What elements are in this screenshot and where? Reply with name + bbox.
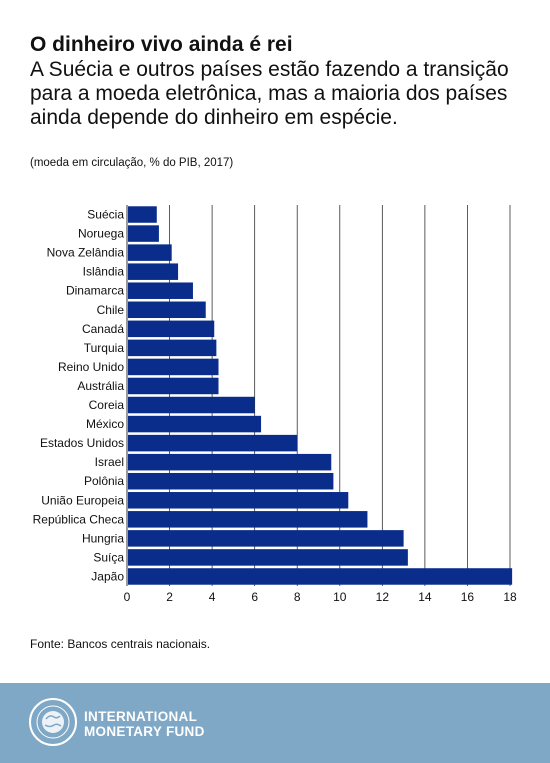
bar	[128, 530, 404, 547]
bar	[128, 472, 334, 490]
bar	[128, 434, 298, 452]
x-tick-label: 4	[209, 590, 216, 604]
category-label: Noruega	[78, 227, 124, 241]
category-label: Turquia	[84, 341, 125, 355]
org-name-line1: INTERNATIONAL	[84, 709, 198, 724]
bar	[128, 206, 157, 223]
category-label: Estados Unidos	[40, 436, 124, 450]
bar	[128, 225, 159, 242]
bar-chart: Suécia Noruega Nova Zelândia Islândia Dinama…	[33, 205, 517, 604]
chart-title: O dinheiro vivo ainda é rei	[30, 33, 293, 56]
category-label: Coreia	[89, 398, 125, 412]
bar	[128, 339, 217, 357]
category-label: Polônia	[84, 474, 124, 488]
category-label: Suíça	[93, 550, 124, 564]
category-label: Japão	[91, 569, 124, 583]
chart-note: (moeda em circulação, % do PIB, 2017)	[30, 157, 234, 169]
bar	[128, 549, 408, 566]
category-label: Reino Unido	[58, 360, 124, 374]
imf-wordmark: INTERNATIONAL MONETARY FUND	[84, 709, 205, 739]
category-label: Israel	[95, 455, 124, 469]
bar	[128, 453, 332, 471]
org-name-line2: MONETARY FUND	[84, 724, 205, 739]
category-label: Hungria	[82, 531, 124, 545]
category-label: República Checa	[33, 512, 125, 526]
x-tick-label: 14	[418, 590, 432, 604]
category-label: Islândia	[83, 265, 125, 279]
category-label: União Europeia	[41, 493, 124, 507]
bar	[128, 358, 219, 376]
bar	[128, 396, 255, 414]
bar	[128, 568, 513, 585]
x-tick-label: 2	[166, 590, 173, 604]
category-label: Nova Zelândia	[47, 246, 125, 260]
imf-seal-logo	[29, 698, 77, 746]
source-note: Fonte: Bancos centrais nacionais.	[30, 637, 211, 651]
bar	[128, 244, 172, 261]
x-tick-label: 18	[503, 590, 517, 604]
bar	[128, 511, 368, 528]
x-tick-label: 10	[333, 590, 347, 604]
category-label: Chile	[97, 303, 125, 317]
chart-subtitle: A Suécia e outros países estão fazendo a…	[30, 58, 509, 129]
category-label: Dinamarca	[66, 284, 124, 298]
bar	[128, 492, 349, 509]
category-label: México	[86, 417, 124, 431]
category-label: Canadá	[82, 322, 124, 336]
bar	[128, 263, 179, 280]
footer-bar: INTERNATIONAL MONETARY FUND	[0, 683, 550, 763]
x-tick-label: 8	[294, 590, 301, 604]
bar	[128, 320, 215, 338]
bar	[128, 301, 206, 319]
bar	[128, 377, 219, 395]
x-tick-label: 16	[461, 590, 475, 604]
category-label: Suécia	[87, 208, 124, 222]
bar	[128, 415, 262, 433]
bar	[128, 282, 193, 299]
x-tick-label: 0	[124, 590, 131, 604]
x-tick-label: 12	[376, 590, 390, 604]
category-label: Austrália	[77, 379, 124, 393]
x-tick-label: 6	[251, 590, 258, 604]
